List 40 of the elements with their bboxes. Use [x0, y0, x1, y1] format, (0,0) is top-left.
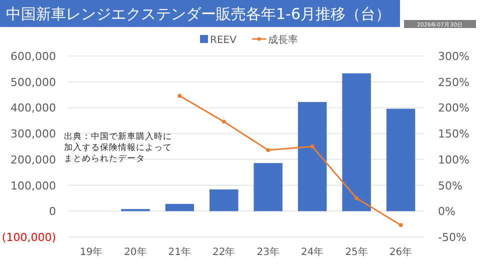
- legend-label: 成長率: [268, 34, 298, 46]
- bar: [254, 163, 282, 212]
- y-tick-label: 100,000: [10, 179, 56, 192]
- y-tick-label: 400,000: [10, 102, 56, 115]
- x-tick-label: 22年: [212, 246, 236, 258]
- bar: [386, 108, 416, 212]
- bar: [298, 102, 327, 212]
- point: [354, 196, 359, 200]
- bar: [342, 73, 371, 212]
- x-tick-label: 26年: [389, 246, 412, 258]
- legend-label: REEV: [210, 35, 237, 46]
- y-tick-label: 0: [49, 205, 56, 218]
- x-tick-label: 24年: [300, 246, 324, 258]
- y2-tick-label: 150%: [438, 128, 470, 141]
- y-tick-label: 300,000: [10, 128, 56, 141]
- y-tick-label: 600,000: [10, 50, 56, 63]
- bar: [165, 204, 194, 212]
- annotation: 出典：中国で新車購入時に加入する保険情報によってまとめられたデータ: [64, 131, 172, 164]
- point: [398, 223, 403, 228]
- y2-tick-label: 50%: [438, 179, 462, 192]
- x-tick-label: 25年: [345, 246, 368, 258]
- y2-tick-label: 250%: [438, 76, 470, 89]
- y2-tick-label: 0%: [438, 205, 456, 218]
- y-tick-label: (100,000): [2, 231, 56, 244]
- y2-tick-label: 100%: [438, 153, 470, 166]
- point: [310, 144, 314, 148]
- y2-tick-label: 300%: [438, 50, 470, 63]
- y2-tick-label: 200%: [438, 102, 470, 115]
- x-tick-label: 20年: [124, 246, 147, 258]
- x-tick-label: 19年: [80, 246, 103, 258]
- y-tick-label: 200,000: [10, 153, 56, 166]
- y2-tick-label: -50%: [438, 231, 466, 244]
- point: [222, 120, 226, 124]
- point: [266, 148, 270, 152]
- x-tick-label: 23年: [256, 246, 280, 258]
- chart-title: 中国新車レンジエクステンダー販売各年1-6月推移（台）: [6, 5, 390, 23]
- x-tick-label: 21年: [168, 246, 192, 258]
- point: [178, 94, 182, 98]
- bar: [210, 189, 238, 212]
- y-tick-label: 500,000: [10, 76, 56, 89]
